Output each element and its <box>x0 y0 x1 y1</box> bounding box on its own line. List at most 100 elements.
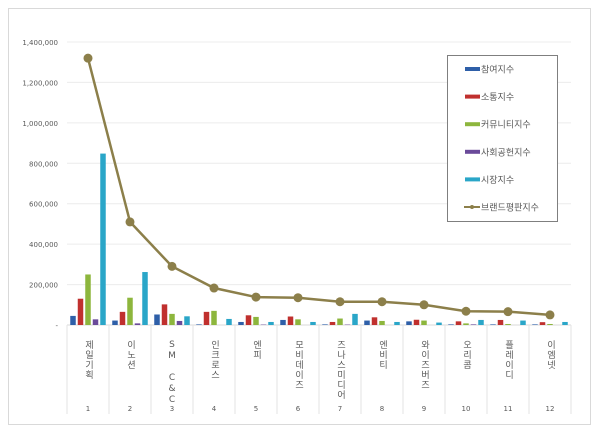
rank-label: 9 <box>422 405 426 413</box>
bar-소통지수 <box>78 299 84 325</box>
rank-label: 10 <box>462 405 471 413</box>
bar-시장지수 <box>562 322 568 325</box>
legend-label: 브랜드평판지수 <box>481 203 539 214</box>
category-label: 즈나스미디어 <box>335 340 345 400</box>
category-label: 와이즈버즈 <box>419 339 429 390</box>
bar-시장지수 <box>268 322 274 325</box>
bar-시장지수 <box>520 321 526 325</box>
bar-시장지수 <box>352 314 358 325</box>
line-point <box>336 297 345 306</box>
bar-시장지수 <box>436 323 442 325</box>
category-label: 모비데이즈 <box>293 340 303 390</box>
bar-시장지수 <box>478 320 484 325</box>
y-tick-label: 600,000 <box>29 201 58 209</box>
bar-커뮤니티지수 <box>421 321 427 325</box>
y-tick-label: 800,000 <box>29 160 58 168</box>
category-label: 엔비티 <box>377 340 387 370</box>
bar-소통지수 <box>120 312 126 325</box>
bar-참여지수 <box>406 321 412 325</box>
bar-커뮤니티지수 <box>547 324 553 325</box>
legend-swatch-icon <box>465 177 480 181</box>
bar-참여지수 <box>322 324 328 325</box>
rank-label: 7 <box>338 405 342 413</box>
bar-커뮤니티지수 <box>463 323 469 325</box>
line-point <box>546 310 555 319</box>
category-label: 이노션 <box>125 340 135 370</box>
category-label: 이엠넷 <box>545 340 555 370</box>
bar-소통지수 <box>288 317 294 325</box>
rank-label: 3 <box>170 405 174 413</box>
bar-소통지수 <box>372 317 378 325</box>
legend-label: 사회공헌지수 <box>481 147 531 158</box>
rank-label: 8 <box>380 405 384 413</box>
legend-label: 소통지수 <box>481 92 514 103</box>
y-tick-label: 1,400,000 <box>22 39 58 47</box>
bar-사회공헌지수 <box>93 319 99 325</box>
bar-참여지수 <box>280 320 286 325</box>
bar-참여지수 <box>490 324 496 325</box>
bar-사회공헌지수 <box>135 323 141 325</box>
bar-소통지수 <box>498 320 504 325</box>
line-point <box>462 307 471 316</box>
bar-시장지수 <box>310 322 316 325</box>
category-label: SM C&C <box>167 340 177 406</box>
bar-참여지수 <box>196 324 202 325</box>
rank-label: 4 <box>212 405 217 413</box>
rank-label: 5 <box>254 405 258 413</box>
bar-커뮤니티지수 <box>253 317 259 325</box>
bar-커뮤니티지수 <box>505 324 511 325</box>
y-tick-label: 1,200,000 <box>22 79 58 87</box>
line-point <box>378 297 387 306</box>
legend-label: 시장지수 <box>481 175 514 186</box>
bar-시장지수 <box>100 154 106 325</box>
rank-label: 11 <box>504 405 513 413</box>
bar-시장지수 <box>184 316 190 325</box>
legend-swatch-icon <box>465 95 480 99</box>
category-label: 플레이디 <box>503 340 513 380</box>
line-point <box>126 217 135 226</box>
line-point <box>420 300 429 309</box>
legend-label: 커뮤니티지수 <box>481 120 531 131</box>
rank-label: 2 <box>128 405 132 413</box>
y-tick-label: 1,000,000 <box>22 120 58 128</box>
category-label: 엔피 <box>251 340 261 360</box>
line-point <box>168 262 177 271</box>
bar-커뮤니티지수 <box>337 319 343 325</box>
bar-소통지수 <box>414 320 420 325</box>
bar-커뮤니티지수 <box>169 314 175 325</box>
bar-소통지수 <box>540 322 546 325</box>
bar-사회공헌지수 <box>471 324 477 325</box>
legend-label: 참여지수 <box>481 64 514 76</box>
line-point <box>252 293 261 302</box>
y-tick-label: 400,000 <box>29 241 58 249</box>
bar-시장지수 <box>394 322 400 325</box>
line-point <box>504 307 513 316</box>
bar-소통지수 <box>456 321 462 325</box>
bar-참여지수 <box>364 321 370 325</box>
line-point <box>210 284 219 293</box>
rank-label: 6 <box>296 405 301 413</box>
bar-커뮤니티지수 <box>127 298 133 325</box>
bar-사회공헌지수 <box>177 321 183 325</box>
y-tick-label: 200,000 <box>29 282 58 290</box>
bar-참여지수 <box>70 316 76 325</box>
line-point <box>84 54 93 63</box>
legend-marker-icon <box>470 205 474 209</box>
bar-시장지수 <box>226 319 232 325</box>
bar-커뮤니티지수 <box>379 321 385 325</box>
rank-label: 1 <box>86 405 90 413</box>
legend-swatch-icon <box>465 122 480 126</box>
bar-커뮤니티지수 <box>211 311 217 325</box>
bar-참여지수 <box>112 321 118 325</box>
bar-참여지수 <box>532 324 538 325</box>
category-label: 제일기획 <box>83 340 93 380</box>
bar-커뮤니티지수 <box>85 274 91 325</box>
bar-소통지수 <box>204 312 210 325</box>
bar-소통지수 <box>246 315 252 325</box>
rank-label: 12 <box>546 405 555 413</box>
bar-시장지수 <box>142 272 148 325</box>
legend-box <box>448 56 558 222</box>
bar-참여지수 <box>238 322 244 325</box>
